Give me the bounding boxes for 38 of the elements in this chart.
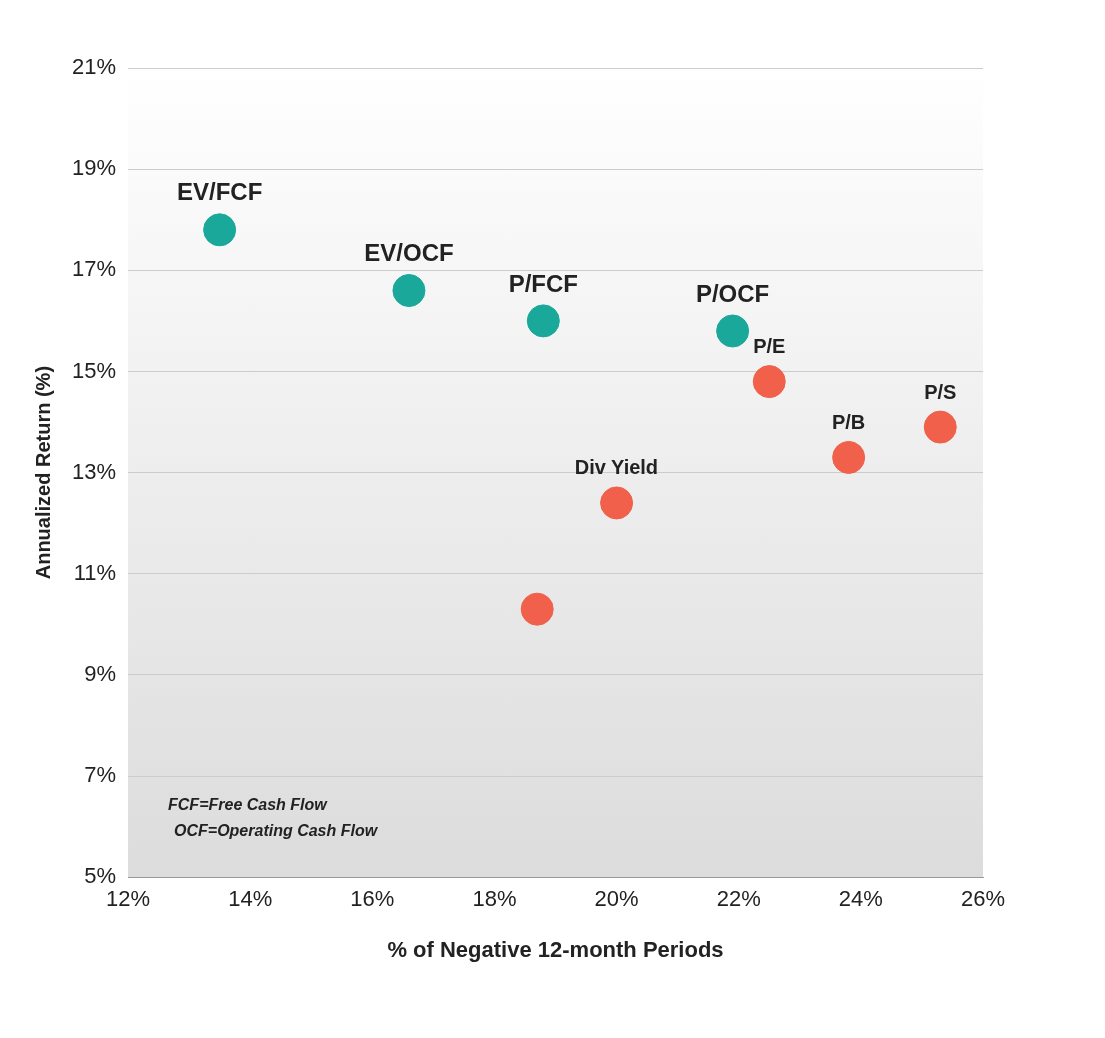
annotation: P/FCF [508,269,578,297]
y-tick-label: 9% [84,660,117,686]
point [923,410,957,444]
y-axis-title: Annualized Return (%) [31,365,54,580]
point [716,314,750,348]
x-tick-label: 12% [106,886,151,912]
annotation: FCF=Free Cash Flow [168,795,329,813]
y-tick-label: 19% [71,155,117,181]
x-tick-label: 22% [716,886,761,912]
point [526,304,560,338]
point [520,592,554,626]
x-tick-label: 14% [228,886,273,912]
point [832,440,866,474]
annotation: Div Yield [574,456,659,479]
x-tick-label: 26% [960,886,1006,912]
point [392,274,426,308]
point [600,486,634,520]
annotation: P/S [924,380,957,403]
y-tick-label: 7% [84,762,117,788]
y-tick-label: 17% [71,256,117,282]
annotation: P/E [753,335,786,358]
y-tick-label: 5% [84,863,117,889]
annotation: EV/OCF [364,239,454,267]
annotation: P/B [831,410,866,433]
annotation: P/OCF [695,279,770,307]
annotation: OCF=Operating Cash Flow [174,821,379,839]
y-tick-label: 13% [71,458,117,484]
y-tick-label: 21% [71,54,117,80]
x-tick-label: 20% [594,886,639,912]
x-tick-label: 18% [472,886,517,912]
annotation: EV/FCF [176,178,263,206]
y-tick-label: 11% [73,559,117,585]
x-axis-title: % of Negative 12-month Periods [387,936,724,962]
x-tick-label: 16% [350,886,395,912]
point [752,365,786,399]
x-tick-label: 24% [838,886,883,912]
y-tick-label: 15% [71,357,117,383]
point [203,213,237,247]
